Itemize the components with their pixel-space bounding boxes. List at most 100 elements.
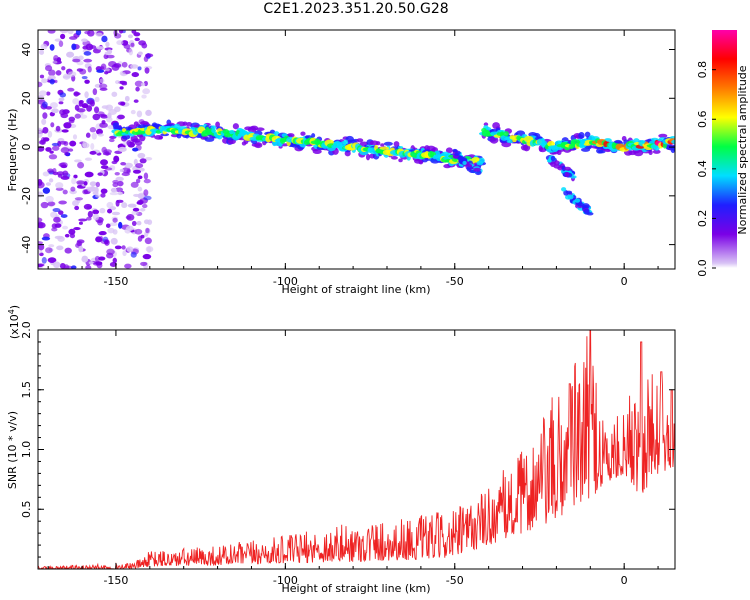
spectrogram-cell — [74, 113, 81, 119]
spectrogram-cell — [92, 209, 100, 215]
spectrogram-cell — [454, 152, 460, 156]
spectrogram-cell — [68, 119, 75, 124]
spectrogram-cell — [547, 140, 555, 147]
spectrogram-cell — [63, 264, 70, 269]
spectrogram-cell — [67, 87, 75, 92]
spectrogram-cell — [365, 153, 371, 161]
spectrogram-cell — [229, 129, 235, 135]
spectrogram-cell — [81, 255, 89, 263]
colorbar-tick-label: 0.4 — [696, 160, 709, 178]
spectrogram-cell — [68, 228, 76, 235]
spectrogram-cell — [106, 116, 113, 123]
spectrogram-cell — [111, 211, 121, 216]
spectrogram-cell — [135, 163, 144, 169]
spectrogram-cell — [383, 141, 393, 146]
spectrogram-cell — [74, 197, 84, 201]
spectrogram-cell — [48, 178, 54, 183]
spectrogram-cell — [391, 156, 398, 160]
spectrogram-cell — [72, 98, 80, 105]
spectrogram-cell — [58, 210, 64, 215]
spectrogram-cell — [96, 69, 105, 73]
spectrogram-cell — [92, 113, 101, 121]
spectrogram-cell — [109, 206, 117, 211]
spectrogram-cell — [68, 71, 77, 77]
spectrogram-cell — [84, 79, 90, 84]
spectrogram-cell — [42, 101, 48, 108]
snr-series-line — [38, 330, 675, 569]
spectrogram-cell — [45, 65, 53, 72]
spectrogram-cell — [89, 150, 97, 155]
spectrogram-cell — [112, 217, 118, 223]
spectrogram-cell — [130, 42, 135, 48]
spectrogram-cell — [130, 251, 137, 258]
spectrogram-cell — [473, 167, 481, 172]
spectrogram-cell — [58, 40, 64, 47]
spectrogram-cell — [63, 122, 72, 129]
spectrogram-cell — [577, 202, 584, 207]
spectrogram-cell — [79, 114, 88, 119]
spectrogram-cell — [52, 171, 59, 176]
spectrogram-cell — [96, 262, 103, 269]
spectrogram-cell — [42, 187, 51, 194]
spectrogram-cell — [130, 181, 139, 188]
spectrogram-cell — [398, 158, 403, 163]
snr-plot-area — [38, 330, 675, 569]
spectrogram-cell — [300, 131, 306, 136]
spectrogram-cell — [211, 128, 216, 134]
spectrogram-cell — [48, 154, 58, 160]
spectrogram-cell — [95, 32, 103, 37]
spectrogram-cell — [356, 138, 364, 143]
spectrogram-cell — [52, 261, 61, 269]
spectrogram-cell — [127, 203, 137, 208]
spectrogram-cell — [144, 157, 153, 161]
spectrogram-cell — [47, 30, 56, 34]
spectrogram-cell — [82, 141, 87, 149]
spectrogram-cell — [39, 49, 45, 55]
spectrogram-cell — [452, 148, 458, 153]
spectrogram-cell — [87, 210, 93, 218]
spectrogram-cell — [97, 133, 104, 137]
spectrogram-cell — [112, 182, 119, 188]
spectrogram-cell — [78, 99, 84, 104]
spectrogram-chart: -150 -100 -50 0 -40 -20 0 20 40 Height of strai… — [6, 29, 749, 296]
spectrogram-cell — [134, 228, 143, 235]
spectrogram-cell — [74, 159, 82, 163]
spectrogram-cell — [66, 51, 75, 58]
spectrogram-cell — [120, 101, 126, 106]
spectrogram-cell — [107, 208, 113, 214]
spectrogram-cell — [89, 127, 97, 133]
spectrogram-cell — [111, 160, 118, 165]
spectrogram-cell — [47, 201, 56, 207]
spectrogram-cell — [100, 193, 106, 198]
spectrogram-cell — [117, 114, 125, 120]
spectrogram-cell — [145, 109, 152, 116]
spectrogram-cell — [39, 74, 45, 79]
spectrogram-cell — [49, 150, 54, 154]
spectrogram-plot-area — [38, 30, 675, 269]
spectrogram-cell — [95, 128, 103, 135]
spectrogram-cell — [143, 195, 152, 201]
spectrogram-cell — [567, 194, 574, 200]
spectrogram-cell — [60, 175, 70, 180]
spectrogram-cell — [121, 245, 126, 250]
spectrogram-cell — [160, 133, 170, 137]
spectrogram-cell — [59, 140, 67, 145]
spectrogram-cell — [119, 86, 124, 90]
spectrogram-cell — [100, 188, 108, 194]
spectrogram-cell — [93, 106, 100, 114]
spectrogram-cell — [121, 172, 130, 177]
spectrogram-cell — [369, 140, 379, 146]
spectrogram-cell — [62, 225, 69, 230]
spectrogram-cell — [379, 146, 390, 150]
spectrogram-cell — [139, 208, 146, 212]
spectrogram-cell — [67, 30, 74, 35]
spectrogram-cell — [133, 99, 139, 103]
spectrogram-cell — [87, 98, 94, 105]
spectrogram-cell — [94, 96, 100, 103]
colorbar-tick-label: 0.0 — [696, 259, 709, 277]
spectrogram-cell — [671, 144, 675, 152]
spectrogram-cell — [397, 145, 404, 150]
spectrogram-cell — [59, 109, 66, 116]
spectrogram-cell — [45, 195, 54, 203]
spectrogram-y-tick-label: 0 — [20, 144, 33, 151]
